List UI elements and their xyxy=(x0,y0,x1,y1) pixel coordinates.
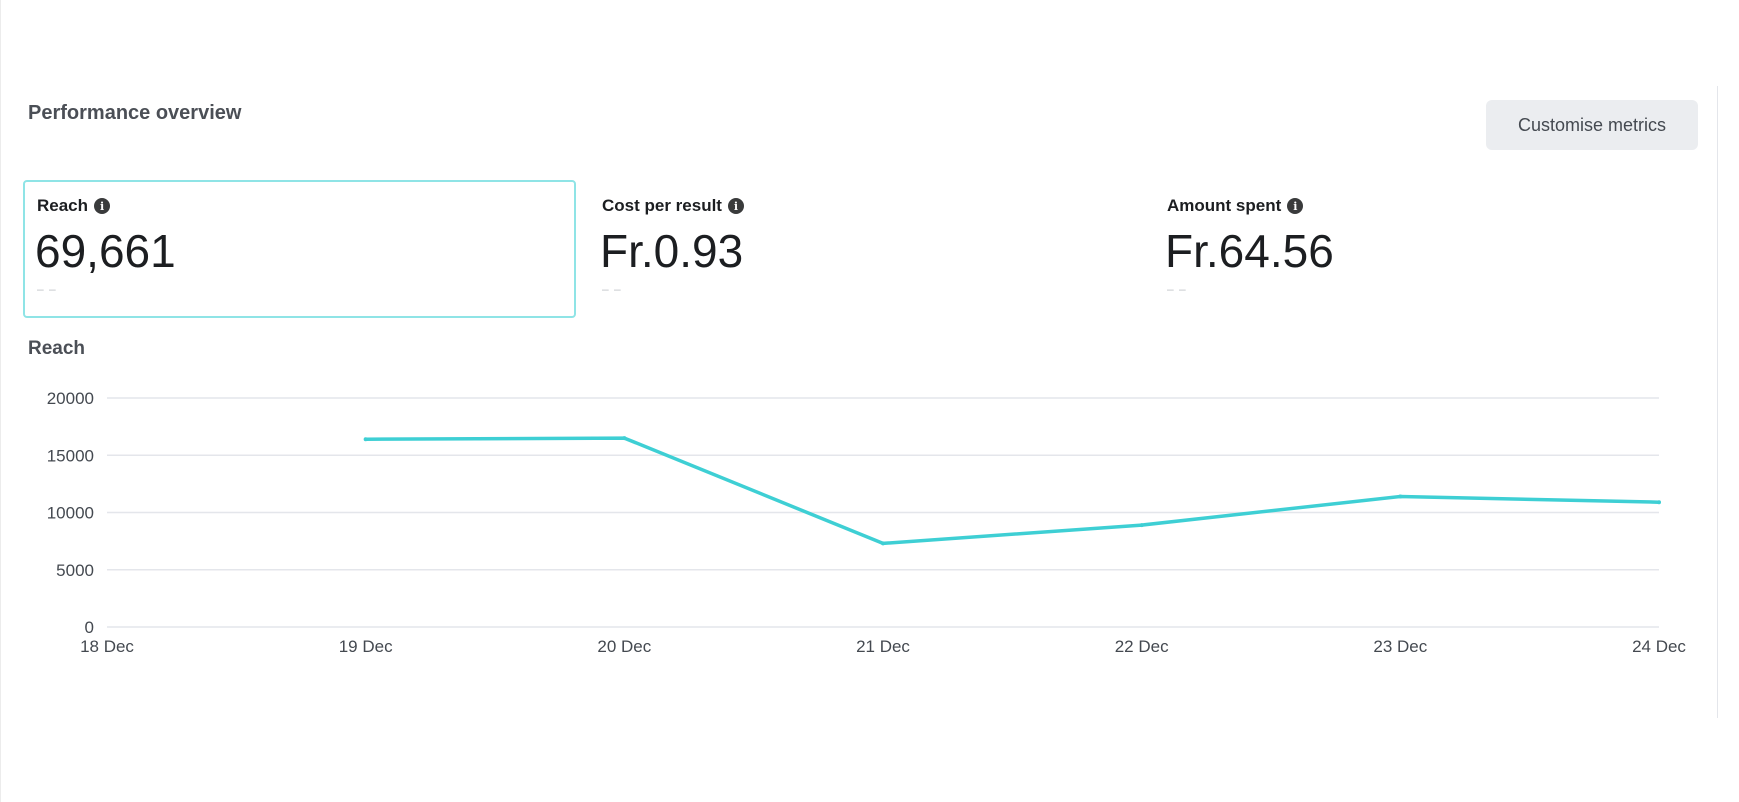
metric-label-row: Cost per result i xyxy=(602,196,744,216)
x-tick-label: 20 Dec xyxy=(597,637,651,656)
metric-value: Fr.0.93 xyxy=(600,225,744,277)
x-axis: 18 Dec 19 Dec 20 Dec 21 Dec 22 Dec 23 Dec 24 D… xyxy=(80,637,1686,656)
metric-label-row: Reach i xyxy=(37,196,111,216)
metric-card-reach[interactable]: Reach i 69,661 – – xyxy=(23,180,576,318)
metric-comparison: – – xyxy=(1167,282,1187,296)
metric-label: Reach xyxy=(37,196,89,215)
chart-series xyxy=(363,436,1661,546)
metric-label: Cost per result xyxy=(602,196,722,215)
left-border xyxy=(0,0,1,802)
info-icon[interactable]: i xyxy=(94,198,111,214)
metric-card-cost-per-result[interactable]: Cost per result i Fr.0.93 – – xyxy=(588,180,1141,318)
x-tick-label: 18 Dec xyxy=(80,637,134,656)
data-point[interactable] xyxy=(622,436,627,441)
metric-comparison: – – xyxy=(37,282,57,296)
data-point[interactable] xyxy=(881,541,885,546)
panel-title: Performance overview xyxy=(28,102,242,124)
y-tick-label: 0 xyxy=(85,618,94,637)
y-tick-label: 20000 xyxy=(47,389,94,408)
reach-line-chart: 0 5000 10000 15000 20000 18 Dec 19 Dec 20 Dec 2… xyxy=(47,389,1687,656)
metric-value: 69,661 xyxy=(35,225,176,277)
chart-title: Reach xyxy=(28,338,86,359)
data-point[interactable] xyxy=(363,437,368,442)
chart-grid xyxy=(107,397,1659,628)
y-tick-label: 10000 xyxy=(47,504,94,523)
metric-comparison: – – xyxy=(602,282,622,296)
metric-label-row: Amount spent i xyxy=(1167,196,1304,216)
series-line xyxy=(363,436,1661,546)
info-icon[interactable]: i xyxy=(727,198,744,214)
panel-right-border xyxy=(1717,86,1718,718)
y-tick-label: 5000 xyxy=(56,561,94,580)
data-point[interactable] xyxy=(1398,494,1403,499)
metric-label: Amount spent xyxy=(1167,196,1282,215)
metric-value: Fr.64.56 xyxy=(1165,225,1334,277)
y-axis: 0 5000 10000 15000 20000 xyxy=(47,389,94,637)
info-icon[interactable]: i xyxy=(1287,198,1304,214)
data-point[interactable] xyxy=(1139,523,1144,528)
x-tick-label: 24 Dec xyxy=(1632,637,1686,656)
y-tick-label: 15000 xyxy=(47,446,94,465)
metric-card-amount-spent[interactable]: Amount spent i Fr.64.56 – – xyxy=(1153,180,1706,318)
customise-metrics-button[interactable]: Customise metrics xyxy=(1486,100,1698,150)
x-tick-label: 23 Dec xyxy=(1373,637,1427,656)
x-tick-label: 19 Dec xyxy=(339,637,393,656)
x-tick-label: 21 Dec xyxy=(856,637,910,656)
x-tick-label: 22 Dec xyxy=(1115,637,1169,656)
data-point[interactable] xyxy=(1657,500,1661,505)
